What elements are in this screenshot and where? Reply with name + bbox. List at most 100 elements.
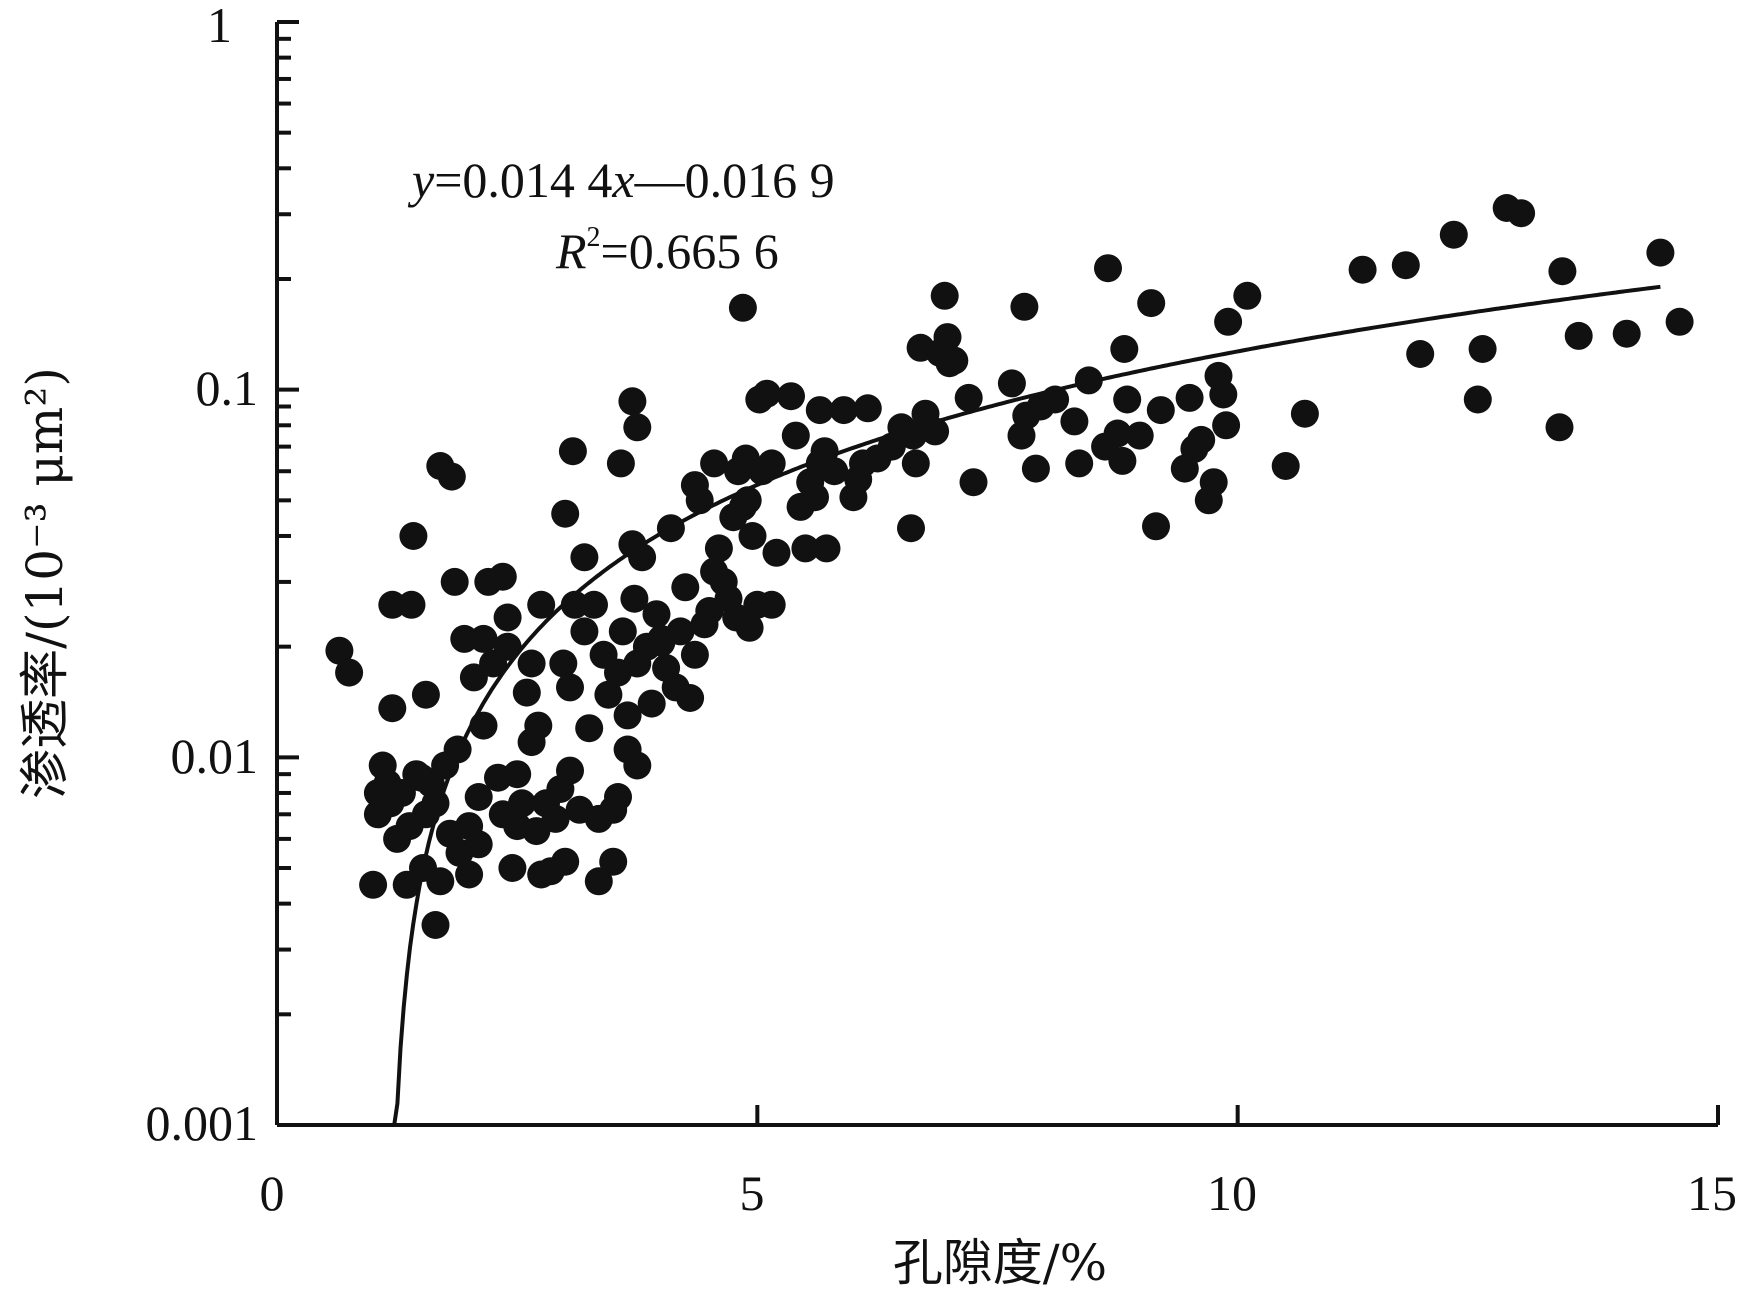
data-point	[676, 684, 705, 712]
data-point	[618, 387, 647, 416]
data-point	[1545, 413, 1574, 442]
data-point	[469, 711, 498, 740]
r-squared-label: R2=0.665 6	[555, 222, 779, 279]
data-point	[671, 573, 700, 602]
data-point	[512, 678, 541, 707]
data-point	[1125, 421, 1154, 450]
data-point	[527, 590, 556, 619]
y-tick-label-0.001: 0.001	[146, 1095, 259, 1151]
data-point	[623, 751, 652, 780]
data-point	[1612, 319, 1641, 348]
data-point	[455, 860, 484, 889]
data-point	[1646, 238, 1675, 267]
data-point	[549, 649, 578, 678]
data-point	[680, 640, 709, 669]
data-point	[450, 624, 479, 653]
data-point	[1548, 257, 1577, 286]
y-tick-label-0.1: 0.1	[196, 360, 259, 416]
data-point	[508, 789, 536, 818]
data-point	[599, 847, 628, 876]
data-point	[1233, 281, 1262, 310]
data-point	[1065, 449, 1094, 478]
data-point	[1564, 321, 1593, 350]
data-point	[762, 538, 791, 567]
data-point	[1290, 399, 1319, 428]
r-squared-var: R	[555, 223, 587, 279]
data-point	[378, 694, 407, 723]
data-point	[570, 543, 599, 572]
data-point	[437, 462, 466, 491]
equation-y-var: y	[407, 152, 435, 208]
data-point	[335, 658, 364, 687]
data-point	[781, 421, 810, 450]
data-point	[1439, 220, 1468, 249]
fit-curve	[392, 284, 1661, 1126]
data-point	[933, 323, 962, 352]
data-point	[359, 870, 388, 899]
data-point	[1175, 383, 1204, 412]
data-point	[551, 499, 580, 528]
data-point	[1021, 454, 1050, 483]
y-tick-label-0.01: 0.01	[171, 728, 259, 784]
data-point	[464, 783, 493, 811]
data-point	[1146, 396, 1175, 425]
data-point	[853, 394, 882, 423]
data-point	[1507, 199, 1536, 228]
data-point	[897, 514, 925, 543]
equation-coefficient: =0.014 4	[434, 152, 612, 208]
data-point	[1209, 380, 1238, 409]
data-point	[399, 522, 428, 550]
data-point	[1113, 385, 1142, 414]
data-point	[570, 617, 599, 646]
data-point	[1142, 512, 1170, 541]
points-layer	[325, 194, 1694, 939]
data-point	[642, 600, 671, 629]
data-point	[1110, 335, 1139, 363]
data-point	[801, 483, 829, 512]
data-point	[820, 457, 849, 486]
data-point	[1187, 425, 1216, 454]
data-point	[757, 449, 786, 478]
axes-layer	[275, 20, 1720, 1127]
y-tick-label-1: 1	[207, 0, 232, 53]
x-tick-label-5: 5	[740, 1165, 765, 1221]
data-point	[493, 632, 522, 661]
data-point	[556, 673, 584, 702]
data-point	[558, 437, 587, 466]
data-point	[1406, 340, 1435, 368]
data-point	[426, 867, 455, 896]
data-point	[440, 567, 469, 596]
data-point	[517, 649, 546, 678]
regression-equation: y=0.014 4x—0.016 9	[407, 152, 835, 208]
data-point	[959, 468, 988, 497]
data-point	[551, 847, 580, 876]
x-axis-title: 孔隙度/%	[893, 1234, 1107, 1290]
data-point	[637, 689, 666, 718]
data-point	[829, 396, 858, 425]
x-tick-label-0: 0	[260, 1165, 285, 1221]
data-point	[584, 867, 613, 896]
data-point	[556, 756, 584, 785]
r-squared-value: =0.665 6	[601, 223, 779, 279]
data-point	[666, 617, 695, 646]
data-point	[488, 562, 517, 591]
data-point	[1094, 254, 1122, 283]
data-point	[704, 534, 733, 563]
data-point	[325, 636, 354, 665]
data-point	[1060, 407, 1089, 436]
data-point	[1463, 385, 1492, 414]
data-point	[397, 590, 426, 619]
data-point	[541, 804, 570, 833]
data-point	[1010, 292, 1039, 321]
data-point	[791, 534, 820, 563]
equation-intercept: —0.016 9	[634, 152, 835, 208]
data-point	[594, 680, 623, 709]
data-point	[620, 584, 649, 613]
data-point	[940, 346, 969, 375]
data-point	[1665, 307, 1694, 336]
data-point	[608, 617, 637, 646]
data-point	[580, 590, 608, 619]
data-point	[1214, 307, 1243, 336]
data-point	[1468, 335, 1497, 363]
data-point	[1348, 255, 1377, 284]
